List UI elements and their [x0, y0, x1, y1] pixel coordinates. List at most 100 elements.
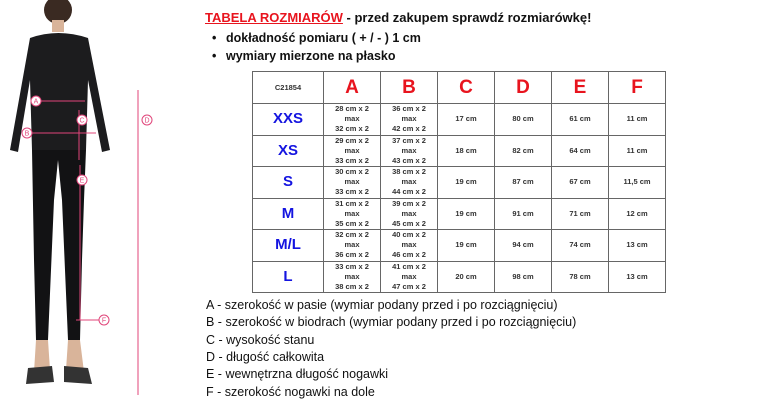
cell-line: 39 cm x 2: [392, 198, 426, 208]
cell-d: 91 cm: [494, 197, 552, 230]
cell-line: max: [401, 240, 417, 250]
cell-e: 74 cm: [551, 229, 609, 262]
cell-line: 37 cm x 2: [392, 135, 426, 145]
cell-line: 31 cm x 2: [335, 198, 369, 208]
cell-d: 87 cm: [494, 166, 552, 199]
header-subtitle: - przed zakupem sprawdź rozmiarówkę!: [342, 10, 592, 25]
table-row: M/L 32 cm x 2 max 36 cm x 2 40 cm x 2 max 46 c…: [252, 229, 666, 262]
cell-line: 35 cm x 2: [335, 218, 369, 228]
figure-label-c: C: [79, 118, 84, 125]
cell-b: 36 cm x 2 max 42 cm x 2: [380, 103, 438, 136]
size-label: XS: [252, 134, 324, 167]
header-title: TABELA ROZMIARÓW: [205, 10, 343, 25]
column-header: C: [437, 71, 495, 104]
table-row: L 33 cm x 2 max 38 cm x 2 41 cm x 2 max 47 cm …: [252, 260, 666, 293]
figure-label-b: B: [25, 131, 30, 138]
cell-line: 47 cm x 2: [392, 281, 426, 291]
cell-c: 19 cm: [437, 197, 495, 230]
figure-label-d: D: [144, 118, 149, 125]
cell-c: 19 cm: [437, 229, 495, 262]
cell-d: 94 cm: [494, 229, 552, 262]
size-label: L: [252, 260, 324, 293]
figure-label-a: A: [34, 99, 39, 106]
size-label: M/L: [252, 229, 324, 262]
cell-line: max: [344, 114, 360, 124]
cell-a: 32 cm x 2 max 36 cm x 2: [323, 229, 381, 262]
cell-line: 28 cm x 2: [335, 104, 369, 114]
cell-b: 37 cm x 2 max 43 cm x 2: [380, 134, 438, 167]
cell-line: 29 cm x 2: [335, 135, 369, 145]
table-row: XS 29 cm x 2 max 33 cm x 2 37 cm x 2 max 43 cm…: [252, 134, 666, 167]
cell-c: 19 cm: [437, 166, 495, 199]
cell-line: max: [401, 271, 417, 281]
legend-item: E - wewnętrzna długość nogawki: [206, 367, 389, 382]
cell-e: 64 cm: [551, 134, 609, 167]
cell-c: 20 cm: [437, 260, 495, 293]
size-label: S: [252, 166, 324, 199]
column-header: E: [551, 71, 609, 104]
bullet-text: dokładność pomiaru ( + / - ) 1 cm: [226, 31, 421, 45]
cell-line: 44 cm x 2: [392, 187, 426, 197]
cell-line: 32 cm x 2: [335, 124, 369, 134]
cell-line: 38 cm x 2: [335, 281, 369, 291]
figure-label-f: F: [102, 318, 106, 325]
cell-f: 11 cm: [608, 103, 666, 136]
cell-line: 36 cm x 2: [392, 104, 426, 114]
cell-f: 11,5 cm: [608, 166, 666, 199]
cell-d: 98 cm: [494, 260, 552, 293]
bullet-item: • wymiary mierzone na płasko: [212, 49, 396, 63]
cell-e: 61 cm: [551, 103, 609, 136]
bullet-item: • dokładność pomiaru ( + / - ) 1 cm: [212, 31, 421, 45]
cell-line: 30 cm x 2: [335, 167, 369, 177]
cell-line: 43 cm x 2: [392, 155, 426, 165]
product-code: C21854: [252, 71, 324, 104]
cell-f: 11 cm: [608, 134, 666, 167]
figure-label-e: E: [80, 178, 85, 185]
cell-d: 80 cm: [494, 103, 552, 136]
size-label: M: [252, 197, 324, 230]
cell-f: 12 cm: [608, 197, 666, 230]
cell-a: 30 cm x 2 max 33 cm x 2: [323, 166, 381, 199]
table-row: S 30 cm x 2 max 33 cm x 2 38 cm x 2 max 44 cm …: [252, 166, 666, 199]
cell-line: 41 cm x 2: [392, 261, 426, 271]
cell-b: 41 cm x 2 max 47 cm x 2: [380, 260, 438, 293]
cell-line: 42 cm x 2: [392, 124, 426, 134]
column-header: A: [323, 71, 381, 104]
legend-item: D - długość całkowita: [206, 349, 325, 364]
legend-item: B - szerokość w biodrach (wymiar podany …: [206, 315, 577, 330]
cell-f: 13 cm: [608, 229, 666, 262]
cell-line: max: [344, 177, 360, 187]
cell-line: max: [344, 208, 360, 218]
column-header: D: [494, 71, 552, 104]
header: TABELA ROZMIARÓW - przed zakupem sprawdź…: [205, 10, 591, 25]
cell-line: 33 cm x 2: [335, 187, 369, 197]
bullet-text: wymiary mierzone na płasko: [226, 49, 396, 63]
cell-a: 29 cm x 2 max 33 cm x 2: [323, 134, 381, 167]
column-header: F: [608, 71, 666, 104]
table-row: M 31 cm x 2 max 35 cm x 2 39 cm x 2 max 45 cm …: [252, 197, 666, 230]
cell-b: 39 cm x 2 max 45 cm x 2: [380, 197, 438, 230]
cell-e: 71 cm: [551, 197, 609, 230]
cell-line: 33 cm x 2: [335, 155, 369, 165]
cell-f: 13 cm: [608, 260, 666, 293]
cell-b: 40 cm x 2 max 46 cm x 2: [380, 229, 438, 262]
cell-line: max: [344, 240, 360, 250]
cell-line: 45 cm x 2: [392, 218, 426, 228]
table-row: XXS 28 cm x 2 max 32 cm x 2 36 cm x 2 max 42 c…: [252, 103, 666, 136]
cell-line: 40 cm x 2: [392, 230, 426, 240]
cell-line: max: [401, 177, 417, 187]
legend-item: F - szerokość nogawki na dole: [206, 384, 375, 399]
cell-a: 33 cm x 2 max 38 cm x 2: [323, 260, 381, 293]
cell-line: max: [344, 271, 360, 281]
table-header-row: C21854 A B C D E F: [252, 71, 666, 104]
cell-line: max: [401, 114, 417, 124]
cell-line: 36 cm x 2: [335, 250, 369, 260]
cell-d: 82 cm: [494, 134, 552, 167]
cell-line: 32 cm x 2: [335, 230, 369, 240]
cell-c: 18 cm: [437, 134, 495, 167]
cell-b: 38 cm x 2 max 44 cm x 2: [380, 166, 438, 199]
cell-line: 46 cm x 2: [392, 250, 426, 260]
size-table: C21854 A B C D E F XXS 28 cm x 2 max 32 cm …: [252, 71, 666, 293]
cell-line: 38 cm x 2: [392, 167, 426, 177]
cell-a: 31 cm x 2 max 35 cm x 2: [323, 197, 381, 230]
